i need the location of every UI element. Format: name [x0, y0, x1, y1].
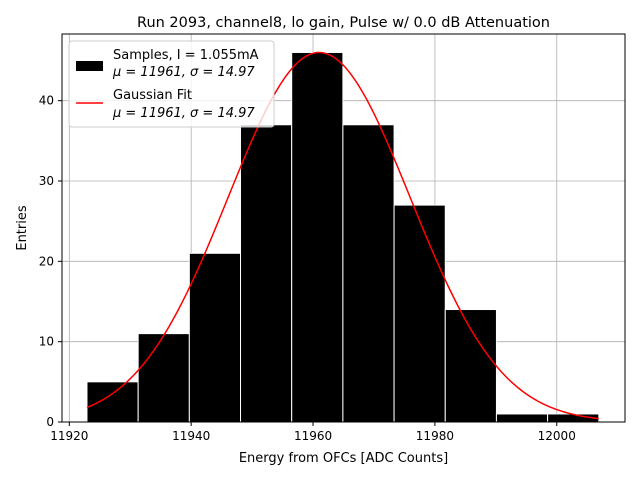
histogram-bar-6: [393, 204, 446, 423]
histogram-bar-8: [495, 413, 549, 423]
histogram-bar-1: [137, 333, 190, 423]
legend-fit-label: Gaussian Fit: [113, 88, 192, 103]
histogram-bar-4: [291, 51, 344, 423]
histogram-bar-0: [86, 381, 139, 423]
plot-frame: [61, 33, 626, 423]
histogram-bar-2: [188, 252, 242, 423]
x-tick-label-1: 11940: [172, 429, 210, 443]
y-tick-label-3: 30: [39, 174, 54, 188]
legend-box: [68, 40, 275, 128]
y-axis-ticks: 0 10 20 30 40: [39, 94, 62, 429]
legend-samples-label: Samples, I = 1.055mA: [113, 48, 259, 63]
x-tick-label-3: 11980: [416, 429, 454, 443]
y-tick-label-0: 0: [46, 415, 54, 429]
chart-title: Run 2093, channel8, lo gain, Pulse w/ 0.…: [137, 15, 550, 31]
x-tick-label-0: 11920: [50, 429, 88, 443]
x-tick-label-2: 11960: [294, 429, 332, 443]
x-axis-ticks: 11920 11940 11960 11980 12000: [50, 422, 576, 443]
legend: Samples, I = 1.055mA μ = 11961, σ = 14.9…: [68, 40, 275, 128]
legend-samples-swatch: [76, 61, 103, 71]
y-axis-label: Entries: [15, 205, 30, 251]
legend-fit-stats: μ = 11961, σ = 14.97: [112, 106, 255, 121]
y-tick-label-1: 10: [39, 335, 54, 349]
gaussian-fit-line: [86, 51, 599, 420]
legend-samples-stats: μ = 11961, σ = 14.97: [112, 65, 255, 80]
y-tick-label-4: 40: [39, 94, 54, 108]
gaussian-fit-curve: [86, 51, 599, 420]
histogram-bar-7: [444, 309, 497, 423]
x-axis-label: Energy from OFCs [ADC Counts]: [239, 451, 448, 466]
x-tick-label-4: 12000: [538, 429, 576, 443]
histogram-bar-3: [240, 124, 293, 423]
y-tick-label-2: 20: [39, 254, 54, 268]
histogram-bar-5: [342, 124, 395, 423]
